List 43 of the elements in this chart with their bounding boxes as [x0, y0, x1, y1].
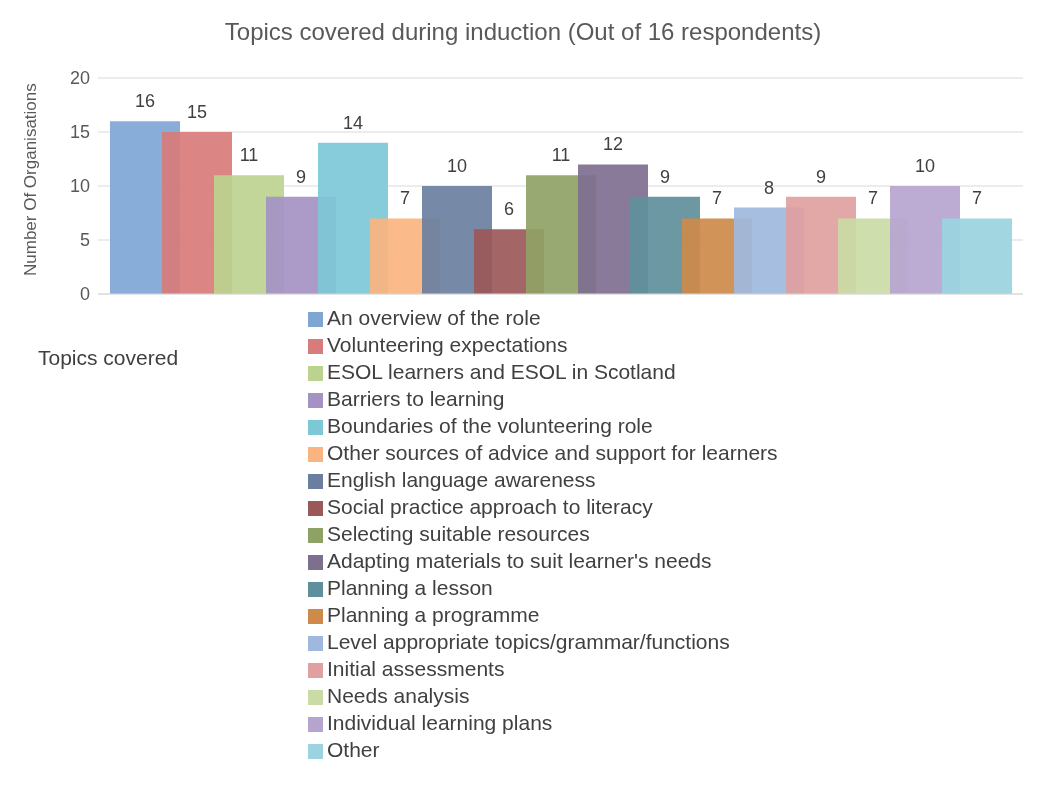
x-axis-title: Topics covered: [38, 346, 179, 370]
legend-label: ESOL learners and ESOL in Scotland: [327, 360, 676, 383]
y-tick-label: 5: [79, 230, 90, 251]
data-label: 9: [815, 166, 827, 187]
y-tick-label: 20: [69, 68, 90, 89]
legend-label: Boundaries of the volunteering role: [327, 414, 653, 437]
data-label: 10: [914, 156, 936, 176]
legend-label: An overview of the role: [327, 306, 541, 329]
data-label: 14: [342, 112, 364, 133]
legend-label: Social practice approach to literacy: [327, 495, 653, 518]
data-label: 16: [134, 91, 156, 112]
legend-label: Planning a programme: [327, 603, 540, 626]
y-tick-label: 10: [69, 176, 90, 197]
data-label: 9: [295, 166, 307, 187]
legend-label: Other: [327, 738, 380, 761]
data-label: 9: [659, 166, 671, 187]
legend-label: Needs analysis: [327, 684, 470, 707]
legend-label: Planning a lesson: [327, 576, 493, 599]
legend-label: Level appropriate topics/grammar/functions: [327, 630, 730, 653]
legend-label: Individual learning plans: [327, 711, 553, 734]
legend-label: English language awareness: [327, 468, 596, 491]
legend-label: Adapting materials to suit learner's needs: [327, 549, 712, 572]
data-label: 7: [399, 188, 411, 209]
y-axis-title: Number Of Organisations: [21, 83, 41, 276]
data-label: 15: [186, 102, 208, 122]
bar: [942, 218, 1012, 294]
legend-label: Barriers to learning: [327, 387, 505, 410]
y-tick-label: 15: [69, 122, 90, 143]
data-label: 7: [711, 188, 723, 209]
chart-title: Topics covered during induction (Out of 16 respondents): [223, 18, 823, 46]
legend-label: Volunteering expectations: [327, 333, 568, 356]
y-tick-label: 0: [79, 284, 90, 305]
data-label: 12: [602, 134, 624, 155]
legend-label: Initial assessments: [327, 657, 505, 680]
data-label: 6: [503, 199, 515, 220]
data-label: 11: [239, 145, 259, 166]
data-label: 8: [763, 177, 775, 198]
data-label: 7: [971, 188, 983, 209]
data-label: 7: [867, 188, 879, 209]
legend-label: Other sources of advice and support for learners: [327, 441, 778, 464]
data-label: 11: [551, 145, 571, 166]
data-label: 10: [446, 156, 468, 176]
legend-label: Selecting suitable resources: [327, 522, 590, 545]
